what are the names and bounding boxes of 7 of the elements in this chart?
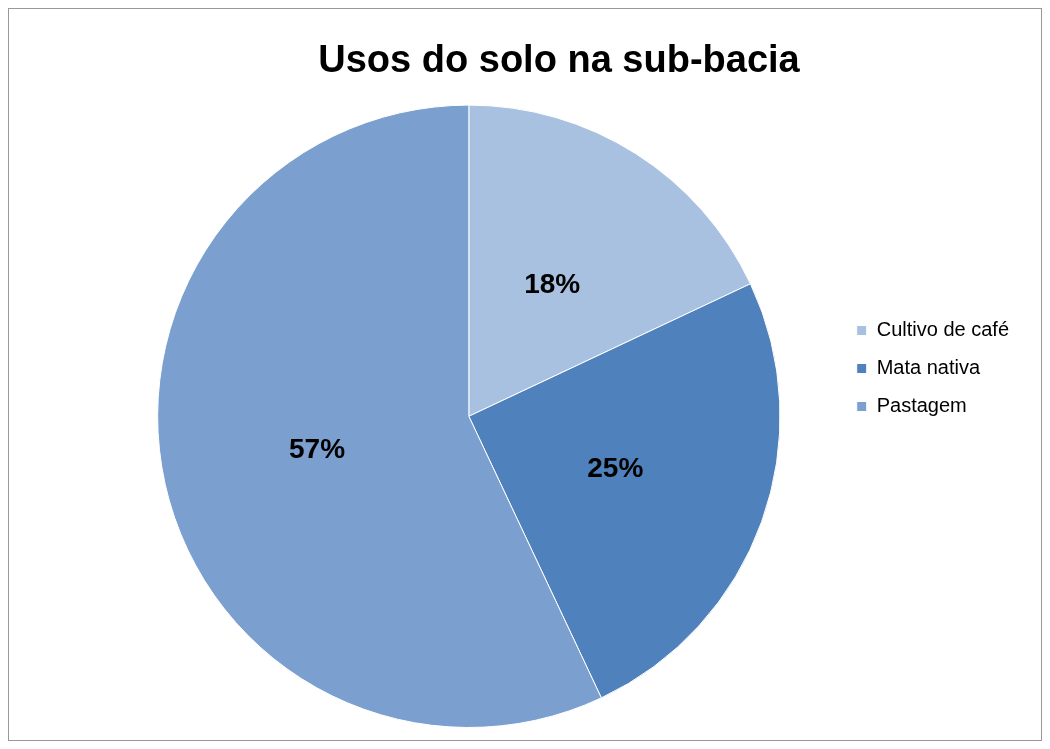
data-label: 25% <box>587 451 644 483</box>
data-label: 57% <box>288 432 346 464</box>
legend-label: Cultivo de café <box>876 318 1009 341</box>
legend-label: Pastagem <box>876 394 967 417</box>
chart-title: Usos do solo na sub-bacia <box>318 38 801 81</box>
data-label: 18% <box>524 267 581 299</box>
legend-label: Mata nativa <box>876 356 981 379</box>
